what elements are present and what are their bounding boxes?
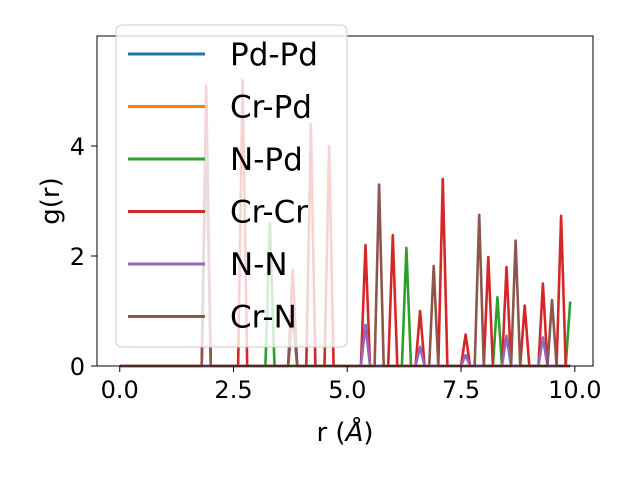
- x-tick-label: 10.0: [548, 376, 601, 404]
- x-tick-label: 7.5: [442, 376, 480, 404]
- x-tick-label: 0.0: [101, 376, 139, 404]
- legend-label-pd-pd: Pd-Pd: [230, 37, 318, 73]
- x-tick-label: 5.0: [328, 376, 366, 404]
- x-axis: 0.0 2.5 5.0 7.5 10.0: [101, 366, 602, 404]
- legend-label-n-n: N-N: [230, 247, 288, 283]
- y-tick-label: 2: [70, 243, 85, 271]
- y-axis-label: g(r): [36, 177, 66, 224]
- y-tick-label: 4: [70, 133, 85, 161]
- y-axis: 0 2 4: [70, 133, 97, 381]
- legend-label-cr-pd: Cr-Pd: [230, 90, 312, 126]
- legend-label-n-pd: N-Pd: [230, 142, 303, 178]
- y-tick-label: 0: [70, 353, 85, 381]
- legend-label-cr-n: Cr-N: [230, 300, 297, 336]
- x-axis-label: r (Å): [316, 416, 373, 448]
- x-tick-label: 2.5: [214, 376, 252, 404]
- legend: Pd-Pd Cr-Pd N-Pd Cr-Cr N-N Cr-N: [115, 24, 348, 348]
- legend-label-cr-cr: Cr-Cr: [230, 195, 308, 231]
